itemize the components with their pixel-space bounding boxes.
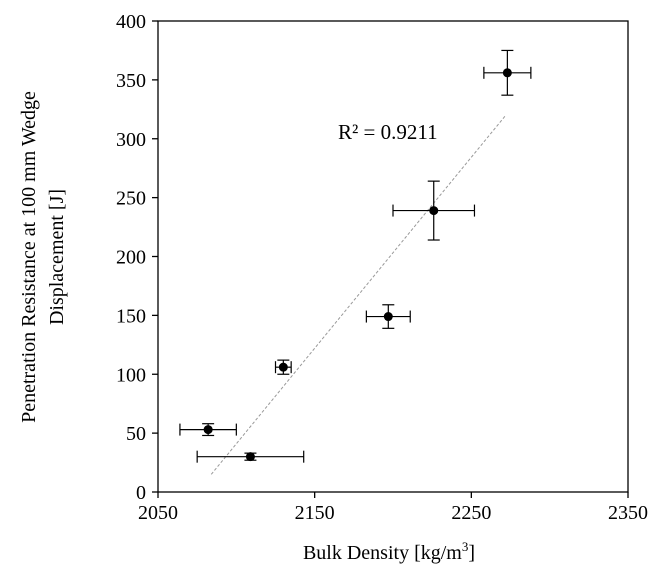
marker-4 (429, 206, 439, 216)
x-axis-title: Bulk Density [kg/m3] (303, 539, 475, 564)
x-tick-label-3: 2350 (608, 502, 648, 524)
data-point-4 (392, 180, 476, 241)
marker-2 (278, 362, 288, 372)
data-point-0 (179, 423, 237, 437)
trendline-layer (210, 114, 507, 475)
y-tick-label-1: 50 (126, 423, 146, 445)
x-axis-title-main: Bulk Density [kg/m (303, 542, 462, 564)
trendline (210, 114, 507, 475)
y-tick-label-6: 300 (116, 129, 146, 151)
data-point-2 (274, 359, 292, 375)
x-axis-title-superscript: 3 (462, 539, 469, 554)
y-tick-label-5: 250 (116, 188, 146, 210)
y-axis-title-line1: Penetration Resistance at 100 mm Wedge (18, 91, 40, 423)
data-point-3 (365, 304, 411, 329)
y-tick-label-0: 0 (136, 482, 146, 504)
marker-3 (383, 312, 393, 322)
plot-frame (157, 20, 629, 493)
marker-5 (502, 68, 512, 78)
y-axis-title-line2: Displacement [J] (46, 189, 68, 325)
x-tick-label-2: 2250 (451, 502, 491, 524)
marker-1 (245, 452, 255, 462)
x-tick-label-0: 2050 (138, 502, 178, 524)
r-squared-annotation: R² = 0.9211 (338, 120, 438, 144)
data-point-1 (196, 450, 305, 463)
y-tick-label-4: 200 (116, 247, 146, 269)
x-axis-title-end: ] (468, 542, 475, 564)
y-tick-label-8: 400 (116, 11, 146, 33)
data-points-layer (179, 49, 532, 463)
x-tick-label-1: 2150 (295, 502, 335, 524)
marker-0 (203, 425, 213, 435)
y-tick-label-7: 350 (116, 70, 146, 92)
tick-labels-layer: 2050 2150 2250 2350 0 50 100 150 200 250 300 350 400 (116, 11, 648, 524)
y-tick-label-2: 100 (116, 364, 146, 386)
plot-axes (152, 20, 629, 498)
data-point-5 (483, 49, 532, 96)
y-tick-label-3: 150 (116, 305, 146, 327)
